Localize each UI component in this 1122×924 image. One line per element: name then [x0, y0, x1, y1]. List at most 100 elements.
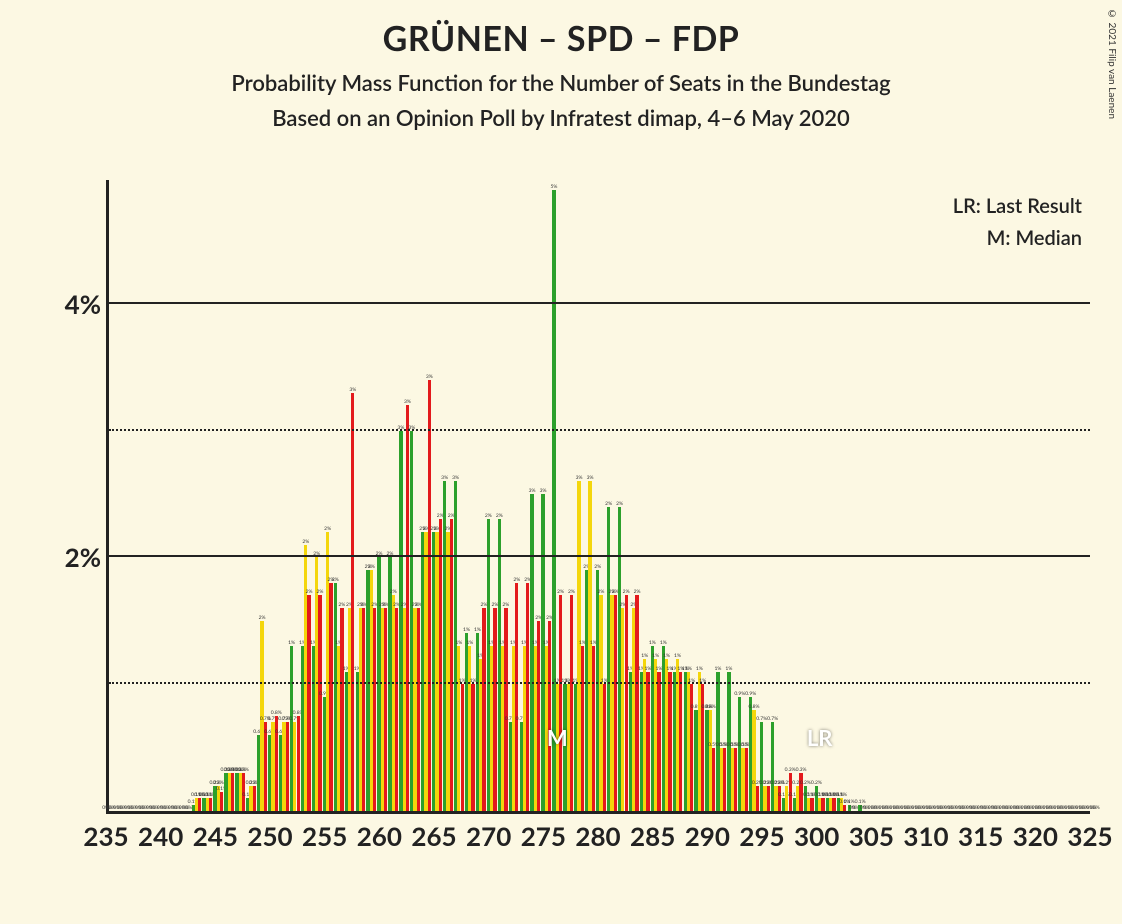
title-source: Based on an Opinion Poll by Infratest di…: [0, 104, 1122, 131]
bar-value-label: 3%: [441, 475, 448, 481]
bar-value-label: 0.2%: [811, 780, 822, 786]
x-tick-label: 290: [685, 820, 730, 852]
bar-value-label: 1%: [649, 640, 656, 646]
bar-red: 3%: [351, 393, 354, 811]
bar-red: 2%: [515, 583, 518, 811]
bar-value-label: 0.8%: [705, 704, 716, 710]
gridline-minor: [109, 429, 1090, 431]
bar-value-label: 1%: [663, 653, 670, 659]
bar-value-label: 1%: [715, 666, 722, 672]
x-tick-label: 235: [83, 820, 128, 852]
gridline-major: [109, 302, 1090, 304]
copyright-text: © 2021 Filip van Laenen: [1106, 8, 1118, 119]
bar-value-label: 2%: [616, 501, 623, 507]
bar-value-label: 2%: [302, 539, 309, 545]
bar-red: 2%: [307, 595, 310, 811]
bar-value-label: 0.7%: [756, 716, 767, 722]
bar-red: 2%: [373, 608, 376, 811]
bar-red: 2%: [395, 608, 398, 811]
bar-value-label: 3%: [349, 387, 356, 393]
bar-value-label: 1%: [288, 640, 295, 646]
bar-red: 2%: [625, 595, 628, 811]
bar-value-label: 0.7%: [767, 716, 778, 722]
bar-value-label: 0.1%: [855, 799, 866, 805]
bar-value-label: 2%: [502, 602, 509, 608]
x-tick-label: 285: [630, 820, 675, 852]
bar-value-label: 3%: [529, 488, 536, 494]
bar-value-label: 2%: [485, 513, 492, 519]
bar-value-label: 2%: [306, 589, 313, 595]
bar-red: 2%: [526, 583, 529, 811]
x-tick-label: 305: [849, 820, 894, 852]
bar-red: 2%: [439, 519, 442, 811]
bar-value-label: 2%: [594, 564, 601, 570]
bar-value-label: 3%: [404, 399, 411, 405]
bar-red: 2%: [329, 583, 332, 811]
bar-red: 2%: [559, 595, 562, 811]
x-tick-label: 300: [794, 820, 839, 852]
bar-red: 1%: [657, 672, 660, 811]
bar-value-label: 1%: [660, 640, 667, 646]
bar-value-label: 1%: [725, 666, 732, 672]
bar-red: 1%: [461, 684, 464, 811]
bar-value-label: 0.8%: [271, 710, 282, 716]
y-tick-label: 2%: [47, 541, 101, 573]
bar-red: 0.2%: [756, 786, 759, 811]
bar-value-label: 1%: [685, 666, 692, 672]
bar-red: 2%: [570, 595, 573, 811]
bar-red: 1%: [471, 684, 474, 811]
bar-value-label: 1%: [455, 640, 462, 646]
bar-red: 0.2%: [253, 786, 256, 811]
bar-red: 0.5%: [745, 748, 748, 811]
bars-container: 0%0%0%0%0%0%0%0%0%0%0%0%0%0%0%0%0%0%0%0%…: [109, 180, 1090, 811]
bar-value-label: 3%: [452, 475, 459, 481]
bar-value-label: 2%: [259, 615, 266, 621]
x-tick-label: 295: [739, 820, 784, 852]
bar-value-label: 0.3%: [238, 767, 249, 773]
bar-value-label: 2%: [605, 501, 612, 507]
bar-value-label: 1%: [641, 653, 648, 659]
bar-red: 0.7%: [264, 722, 267, 811]
bar-red: 2%: [482, 608, 485, 811]
bar-value-label: 5%: [551, 184, 558, 190]
bar-red: 1%: [679, 672, 682, 811]
title-block: GRÜNEN – SPD – FDP Probability Mass Func…: [0, 0, 1122, 131]
bar-value-label: 0.3%: [796, 767, 807, 773]
bar-red: 0.8%: [297, 716, 300, 811]
bar-red: 0.2%: [767, 786, 770, 811]
x-tick-label: 270: [466, 820, 511, 852]
bar-value-label: 2%: [324, 526, 331, 532]
bar-value-label: 0.1%: [836, 792, 847, 798]
bar-red: 0.5%: [734, 748, 737, 811]
bar-red: 2%: [450, 519, 453, 811]
bar-red: 2%: [504, 608, 507, 811]
x-tick-label: 240: [138, 820, 183, 852]
gridline-major: [109, 555, 1090, 557]
bar-red: 2%: [384, 608, 387, 811]
bar-red: 0.1%: [832, 798, 835, 811]
bar-value-label: 3%: [587, 475, 594, 481]
bar-value-label: 2%: [568, 589, 575, 595]
bar-red: 2%: [537, 621, 540, 811]
bar-red: 0.7%: [286, 722, 289, 811]
bar-value-label: 0.3%: [785, 767, 796, 773]
bar-red: 0.1%: [220, 792, 223, 811]
bar-red: 2%: [635, 595, 638, 811]
bar-red: 0.1%: [810, 798, 813, 811]
bar-value-label: 2%: [496, 513, 503, 519]
bar-value-label: 3%: [540, 488, 547, 494]
bar-value-label: 2%: [557, 589, 564, 595]
bar-red: 2%: [340, 608, 343, 811]
x-tick-label: 325: [1067, 820, 1112, 852]
bar-red: 1%: [646, 672, 649, 811]
bar-value-label: 1%: [652, 653, 659, 659]
x-tick-label: 320: [1013, 820, 1058, 852]
bar-red: 0.3%: [231, 773, 234, 811]
bar-red: 2%: [493, 608, 496, 811]
bar-value-label: 1%: [474, 627, 481, 633]
x-tick-label: 265: [411, 820, 456, 852]
bar-value-label: 2%: [390, 589, 397, 595]
bar-red: 1%: [581, 646, 584, 811]
x-tick-label: 310: [903, 820, 948, 852]
x-tick-label: 260: [357, 820, 402, 852]
